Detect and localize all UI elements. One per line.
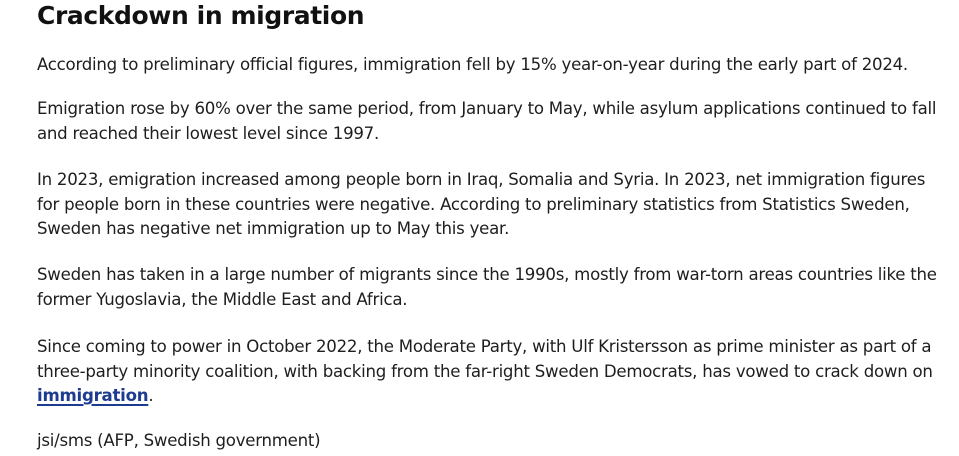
section-heading: Crackdown in migration	[37, 1, 365, 30]
paragraph-text: Since coming to power in October 2022, t…	[37, 337, 933, 381]
paragraph-government-policy: Since coming to power in October 2022, t…	[37, 335, 937, 409]
article-credit: jsi/sms (AFP, Swedish government)	[37, 431, 321, 450]
paragraph-emigration-by-country: In 2023, emigration increased among peop…	[37, 170, 926, 238]
paragraph-migration-history: Sweden has taken in a large number of mi…	[37, 265, 937, 309]
immigration-link[interactable]: immigration	[37, 386, 149, 405]
paragraph-immigration-fall: According to preliminary official figure…	[37, 55, 908, 74]
paragraph-emigration-rise: Emigration rose by 60% over the same per…	[37, 99, 937, 143]
paragraph-end-punctuation: .	[148, 386, 154, 405]
